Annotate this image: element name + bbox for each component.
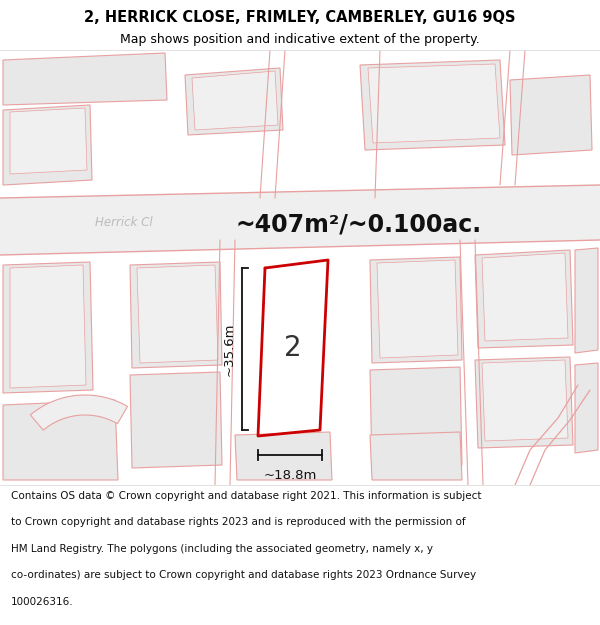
Text: to Crown copyright and database rights 2023 and is reproduced with the permissio: to Crown copyright and database rights 2… — [11, 518, 466, 528]
Polygon shape — [3, 53, 167, 105]
Polygon shape — [192, 71, 278, 130]
Polygon shape — [137, 265, 218, 363]
Polygon shape — [130, 372, 222, 468]
Polygon shape — [10, 265, 86, 388]
Polygon shape — [575, 363, 598, 453]
Text: Herrick Cl: Herrick Cl — [95, 216, 152, 229]
Polygon shape — [482, 360, 568, 441]
Polygon shape — [3, 400, 118, 480]
Polygon shape — [185, 68, 283, 135]
Text: Map shows position and indicative extent of the property.: Map shows position and indicative extent… — [120, 32, 480, 46]
Text: 2: 2 — [284, 334, 302, 362]
Text: 100026316.: 100026316. — [11, 597, 73, 607]
Text: co-ordinates) are subject to Crown copyright and database rights 2023 Ordnance S: co-ordinates) are subject to Crown copyr… — [11, 571, 476, 581]
Text: 2, HERRICK CLOSE, FRIMLEY, CAMBERLEY, GU16 9QS: 2, HERRICK CLOSE, FRIMLEY, CAMBERLEY, GU… — [84, 10, 516, 25]
Polygon shape — [130, 262, 222, 368]
Text: HM Land Registry. The polygons (including the associated geometry, namely x, y: HM Land Registry. The polygons (includin… — [11, 544, 433, 554]
Polygon shape — [370, 367, 462, 468]
Polygon shape — [10, 108, 87, 174]
Polygon shape — [0, 185, 600, 255]
Text: ~407m²/~0.100ac.: ~407m²/~0.100ac. — [235, 213, 481, 237]
Polygon shape — [370, 432, 462, 480]
Polygon shape — [3, 105, 92, 185]
Polygon shape — [482, 253, 568, 341]
Text: ~18.8m: ~18.8m — [263, 469, 317, 482]
Text: ~35.6m: ~35.6m — [223, 322, 236, 376]
Polygon shape — [475, 250, 573, 348]
Polygon shape — [510, 75, 592, 155]
Polygon shape — [575, 248, 598, 353]
Text: Contains OS data © Crown copyright and database right 2021. This information is : Contains OS data © Crown copyright and d… — [11, 491, 481, 501]
Polygon shape — [31, 395, 128, 430]
Polygon shape — [360, 60, 505, 150]
Polygon shape — [475, 357, 573, 448]
Polygon shape — [235, 432, 332, 480]
Polygon shape — [377, 260, 458, 358]
Polygon shape — [368, 64, 500, 143]
Polygon shape — [3, 262, 93, 393]
Polygon shape — [370, 257, 462, 363]
